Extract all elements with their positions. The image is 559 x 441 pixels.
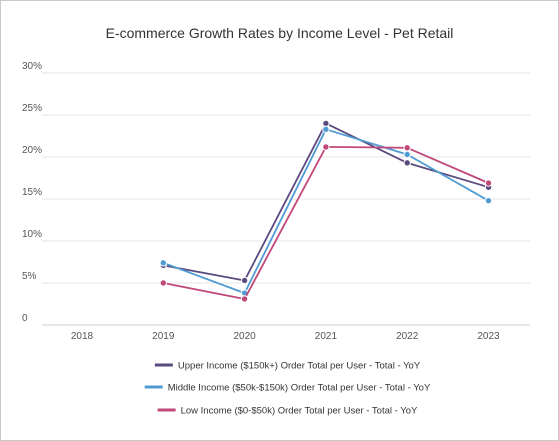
- series-line: [162, 128, 489, 295]
- y-axis-tick-labels: 0 5% 10% 15% 20% 25% 30%: [22, 61, 42, 324]
- legend-label: Middle Income ($50k-$150k) Order Total p…: [168, 383, 431, 394]
- y-tick-label: 5%: [22, 271, 37, 282]
- data-point: [403, 159, 411, 167]
- x-tick-label: 2018: [71, 331, 94, 342]
- legend-item: Middle Income ($50k-$150k) Order Total p…: [144, 383, 431, 394]
- y-tick-label: 30%: [22, 61, 42, 72]
- data-point: [322, 143, 330, 151]
- y-tick-label: 25%: [22, 103, 42, 114]
- legend-item: Low Income ($0-$50k) Order Total per Use…: [157, 406, 418, 417]
- data-point: [159, 259, 168, 267]
- series-2: [159, 125, 493, 297]
- y-tick-label: 20%: [22, 145, 42, 156]
- data-point: [484, 196, 493, 205]
- data-point: [403, 144, 411, 152]
- series-3: [159, 143, 493, 303]
- legend-item: Upper Income ($150k+) Order Total per Us…: [154, 361, 421, 372]
- legend: Upper Income ($150k+) Order Total per Us…: [144, 361, 431, 417]
- x-tick-label: 2023: [477, 331, 500, 342]
- data-point: [322, 125, 330, 133]
- y-tick-label: 10%: [22, 229, 42, 240]
- x-tick-label: 2022: [396, 331, 419, 342]
- x-axis-tick-labels: 2018 2019 2020 2021 2022 2023: [71, 331, 500, 342]
- x-tick-label: 2021: [315, 331, 338, 342]
- y-tick-label: 0: [22, 313, 28, 324]
- chart-title: E-commerce Growth Rates by Income Level …: [106, 25, 454, 41]
- legend-label: Low Income ($0-$50k) Order Total per Use…: [181, 406, 418, 417]
- data-point: [240, 276, 249, 285]
- x-tick-label: 2020: [233, 331, 256, 342]
- legend-label: Upper Income ($150k+) Order Total per Us…: [178, 361, 421, 372]
- grid-lines: [42, 72, 530, 326]
- series-line: [163, 145, 489, 300]
- data-point: [403, 150, 411, 159]
- x-tick-label: 2019: [152, 331, 175, 342]
- data-point: [484, 179, 493, 187]
- data-point: [240, 295, 249, 303]
- y-tick-label: 15%: [22, 187, 42, 198]
- series-lines: [159, 119, 493, 303]
- data-point: [159, 279, 168, 287]
